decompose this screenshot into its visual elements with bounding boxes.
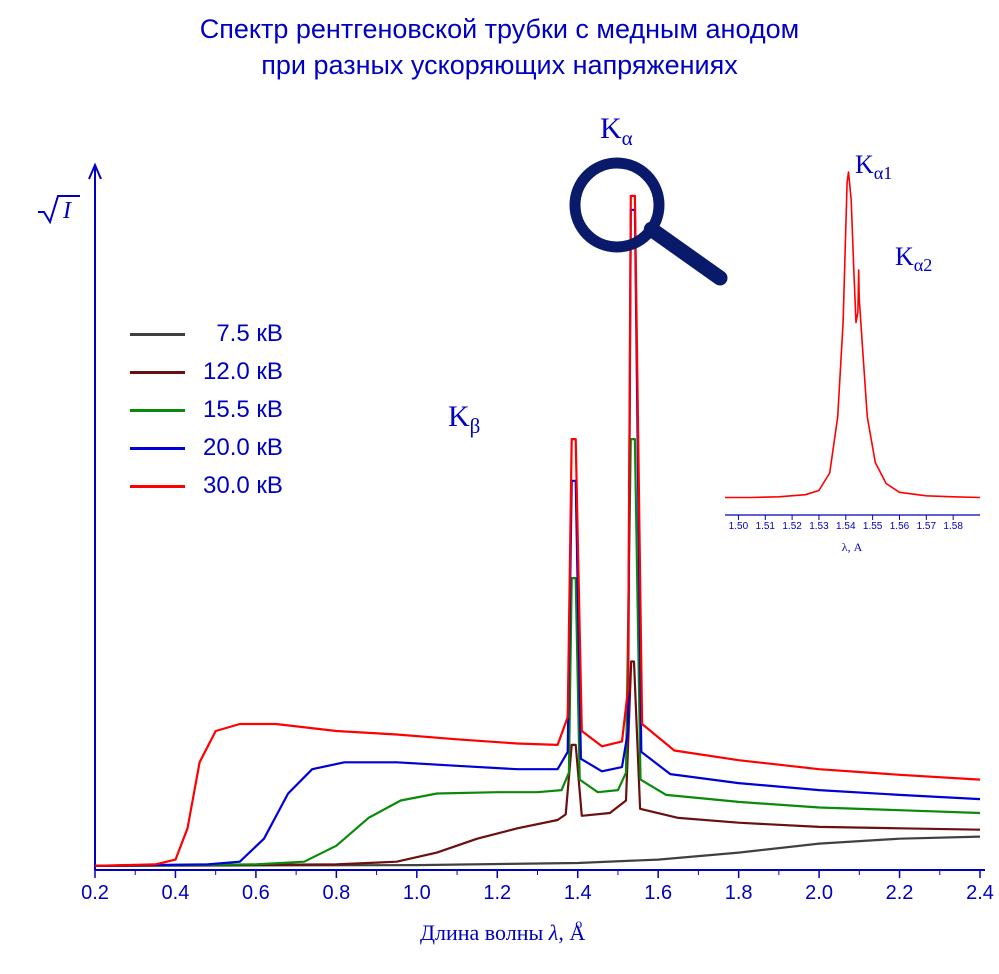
legend-item: 30.0 кВ: [130, 472, 283, 500]
chart-container: Спектр рентгеновской трубки с медным ано…: [0, 0, 999, 974]
x-tick: 0.2: [81, 882, 109, 905]
kalpha-label: Kα: [600, 112, 633, 151]
magnifier-icon: [575, 163, 720, 278]
inset-x-tick: 1.56: [890, 521, 909, 532]
legend-swatch: [130, 409, 185, 412]
ka1-label: Kα1: [855, 150, 892, 184]
inset-x-tick: 1.51: [756, 521, 775, 532]
x-tick: 1.4: [564, 882, 592, 905]
legend-item: 15.5 кВ: [130, 396, 283, 424]
x-tick: 1.6: [644, 882, 672, 905]
legend-label: 7.5 кВ: [203, 320, 283, 348]
x-tick: 1.2: [483, 882, 511, 905]
x-tick: 0.6: [242, 882, 270, 905]
x-tick: 2.0: [805, 882, 833, 905]
x-tick: 2.4: [966, 882, 994, 905]
inset-x-tick: 1.54: [836, 521, 855, 532]
ka2-label: Kα2: [895, 242, 932, 276]
x-tick: 1.8: [725, 882, 753, 905]
legend-swatch: [130, 485, 185, 488]
legend-item: 20.0 кВ: [130, 434, 283, 462]
inset-x-axis-label: λ, A: [842, 540, 862, 555]
x-tick: 0.8: [322, 882, 350, 905]
inset-x-tick: 1.57: [917, 521, 936, 532]
legend-label: 12.0 кВ: [203, 358, 283, 386]
legend-item: 12.0 кВ: [130, 358, 283, 386]
legend-item: 7.5 кВ: [130, 320, 283, 348]
x-tick: 1.0: [403, 882, 431, 905]
inset-x-tick: 1.55: [863, 521, 882, 532]
inset-x-tick: 1.52: [782, 521, 801, 532]
x-tick: 0.4: [162, 882, 190, 905]
legend-swatch: [130, 447, 185, 450]
inset-x-tick: 1.50: [729, 521, 748, 532]
kbeta-label: Kβ: [448, 400, 480, 439]
x-axis-label: Длина волны λ, Ao: [420, 920, 592, 946]
legend-swatch: [130, 333, 185, 336]
x-tick: 2.2: [886, 882, 914, 905]
legend-label: 15.5 кВ: [203, 396, 283, 424]
legend-label: 30.0 кВ: [203, 472, 283, 500]
inset-x-tick: 1.53: [809, 521, 828, 532]
legend-swatch: [130, 371, 185, 374]
legend-label: 20.0 кВ: [203, 434, 283, 462]
inset-x-tick: 1.58: [943, 521, 962, 532]
